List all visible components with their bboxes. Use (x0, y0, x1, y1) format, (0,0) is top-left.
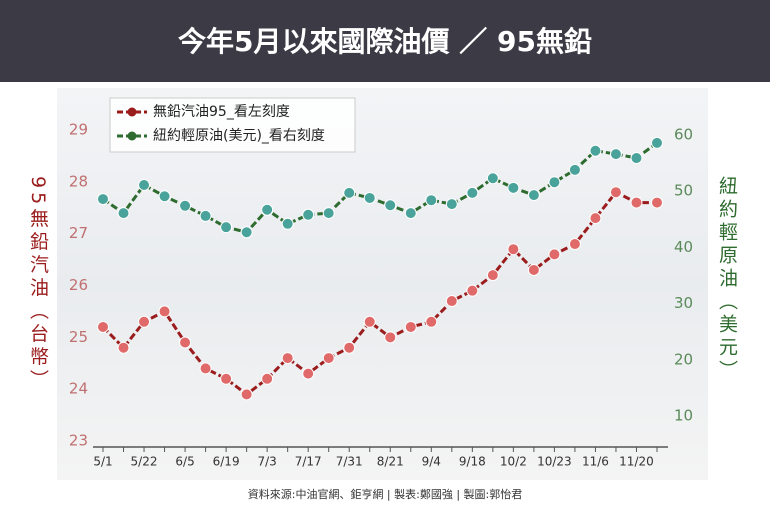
legend-label: 紐約輕原油(美元)_看右刻度 (153, 128, 325, 144)
marker (138, 179, 151, 192)
marker (199, 209, 212, 222)
marker (425, 315, 438, 328)
marker (281, 352, 294, 365)
legend-box (109, 97, 356, 153)
marker (384, 199, 397, 212)
marker (651, 136, 663, 149)
y-axis-label: 95無鉛汽油（台幣） (27, 176, 49, 393)
marker (179, 199, 192, 212)
marker (97, 320, 109, 333)
x-tick-label: 7/31 (336, 455, 363, 469)
y2-tick-label: 50 (674, 182, 693, 200)
marker (240, 226, 253, 239)
y-tick-label: 25 (69, 328, 88, 346)
x-tick-label: 7/17 (295, 455, 322, 469)
marker (322, 352, 335, 365)
marker (117, 207, 130, 220)
x-tick-label: 9/18 (459, 455, 486, 469)
marker (651, 196, 663, 209)
marker (507, 243, 520, 256)
y2-axis-label: 紐約輕原油（美元） (716, 176, 738, 383)
marker (261, 203, 274, 216)
x-tick-label: 6/19 (213, 455, 240, 469)
marker (343, 186, 356, 199)
marker (97, 193, 109, 206)
y-tick-label: 23 (69, 432, 88, 450)
marker (425, 194, 438, 207)
x-tick-label: 9/4 (422, 455, 441, 469)
x-tick-label: 11/20 (619, 455, 654, 469)
header (0, 0, 770, 82)
marker (158, 190, 171, 203)
marker (179, 336, 192, 349)
marker (404, 320, 417, 333)
marker (322, 207, 335, 220)
marker (281, 217, 294, 230)
marker (220, 372, 233, 385)
marker (302, 367, 315, 380)
marker (548, 248, 561, 261)
marker (404, 207, 417, 220)
marker (548, 176, 561, 189)
y-tick-label: 29 (69, 121, 88, 139)
marker (302, 208, 315, 221)
line (101, 190, 657, 397)
marker (568, 163, 581, 176)
x-tick-label: 11/6 (582, 455, 609, 469)
y2-tick-label: 30 (674, 294, 693, 312)
marker (630, 152, 643, 165)
marker (199, 362, 212, 375)
x-tick-label: 8/21 (377, 455, 404, 469)
marker (589, 212, 602, 225)
marker (486, 269, 499, 282)
marker (363, 191, 376, 204)
marker (527, 189, 540, 202)
marker (466, 284, 479, 297)
source-note: 資料來源:中油官網、鉅亨網 | 製表:鄭國強 | 製圖:郭怡君 (248, 487, 523, 501)
marker (158, 305, 171, 318)
marker (261, 372, 274, 385)
marker (507, 181, 520, 194)
y2-tick-label: 10 (674, 407, 693, 425)
marker (527, 263, 540, 276)
marker (343, 341, 356, 354)
marker (568, 238, 581, 251)
marker (138, 315, 151, 328)
marker (486, 172, 499, 185)
marker (117, 341, 130, 354)
y-tick-label: 27 (69, 224, 88, 242)
y2-tick-label: 20 (674, 350, 693, 368)
x-tick-label: 10/23 (537, 455, 572, 469)
chart-title: 今年5月以來國際油價 ／ 95無鉛 (178, 25, 592, 58)
x-tick-label: 5/1 (93, 455, 112, 469)
y2-tick-label: 60 (674, 126, 693, 144)
x-tick-label: 7/3 (257, 455, 276, 469)
x-tick-label: 5/22 (131, 455, 158, 469)
y-tick-label: 26 (69, 276, 88, 294)
legend-marker (127, 131, 137, 141)
marker (220, 221, 233, 234)
marker (609, 148, 622, 161)
marker (384, 331, 397, 344)
legend-label: 無鉛汽油95_看左刻度 (153, 104, 290, 120)
y-tick-label: 24 (69, 380, 88, 398)
y2-tick-label: 40 (674, 238, 693, 256)
marker (589, 144, 602, 157)
marker (445, 198, 458, 211)
x-tick-label: 6/5 (175, 455, 194, 469)
marker (240, 388, 253, 401)
x-tick-label: 10/2 (500, 455, 527, 469)
marker (363, 315, 376, 328)
marker (630, 196, 643, 209)
y-tick-label: 28 (69, 172, 88, 190)
marker (445, 295, 458, 308)
legend-marker (127, 107, 137, 117)
line (102, 141, 658, 234)
marker (466, 186, 479, 199)
marker (609, 186, 622, 199)
